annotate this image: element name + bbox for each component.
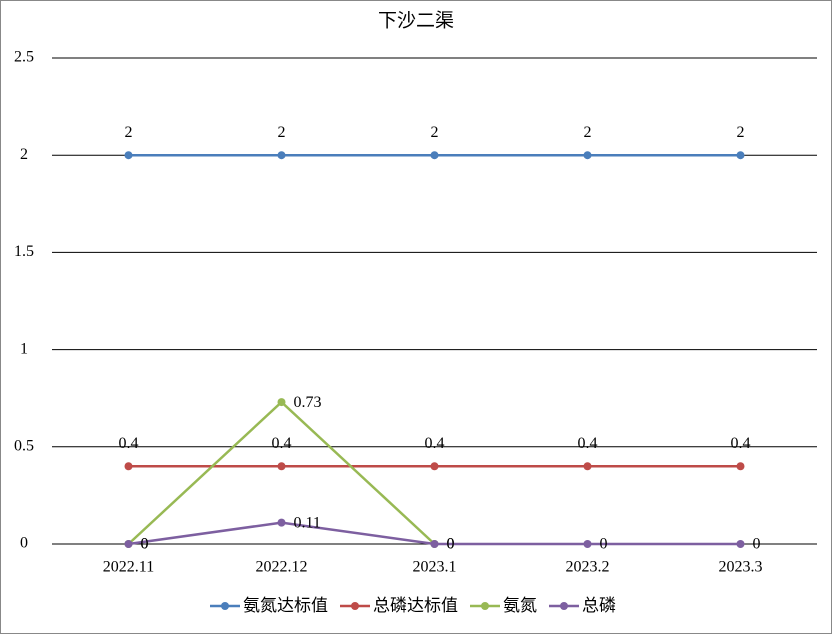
data-label: 0.4 [119,435,139,452]
legend-marker [481,602,489,610]
y-tick-label: 2.5 [14,49,34,66]
legend-marker [560,602,568,610]
legend-label: 总磷 [582,596,616,615]
data-label: 2 [737,124,745,141]
point-marker [583,540,592,548]
data-label: 0 [141,536,149,553]
point-marker [583,151,592,160]
point-marker [124,151,133,160]
point-marker [736,151,745,160]
point-marker [277,151,286,160]
x-tick-label: 2023.3 [719,559,763,576]
x-tick-label: 2023.2 [566,559,610,576]
y-tick-label: 1.5 [14,243,34,260]
point-marker [124,462,133,471]
point-marker [277,518,286,527]
data-label: 2 [584,124,592,141]
data-label: 2 [278,124,286,141]
data-label: 0.11 [294,514,321,531]
x-tick-label: 2022.12 [256,559,308,576]
y-tick-label: 1 [20,340,28,357]
y-tick-label: 2 [20,146,28,163]
y-tick-label: 0 [20,535,28,552]
data-label: 2 [431,124,439,141]
data-label: 0.73 [294,394,322,411]
legend-marker [221,602,229,610]
legend-label: 总磷达标值 [373,596,458,615]
data-label: 0.4 [731,435,751,452]
data-label: 0 [447,536,455,553]
data-label: 0.4 [272,435,292,452]
point-marker [277,398,286,407]
x-tick-label: 2023.1 [413,559,457,576]
data-label: 2 [125,124,133,141]
data-label: 0 [600,536,608,553]
point-marker [430,151,439,160]
legend-marker [351,602,359,610]
y-tick-label: 0.5 [14,437,34,454]
point-marker [430,540,439,548]
point-marker [736,540,745,548]
chart-title: 下沙二渠 [378,9,454,31]
x-tick-label: 2022.11 [103,559,154,576]
point-marker [124,540,133,548]
legend-label: 氨氮 [503,596,537,615]
point-marker [430,462,439,471]
point-marker [736,462,745,471]
data-label: 0.4 [425,435,445,452]
data-label: 0 [753,536,761,553]
data-label: 0 [141,536,149,553]
point-marker [583,462,592,471]
legend-label: 氨氮达标值 [243,596,328,615]
data-label: 0.4 [578,435,598,452]
point-marker [277,462,286,471]
